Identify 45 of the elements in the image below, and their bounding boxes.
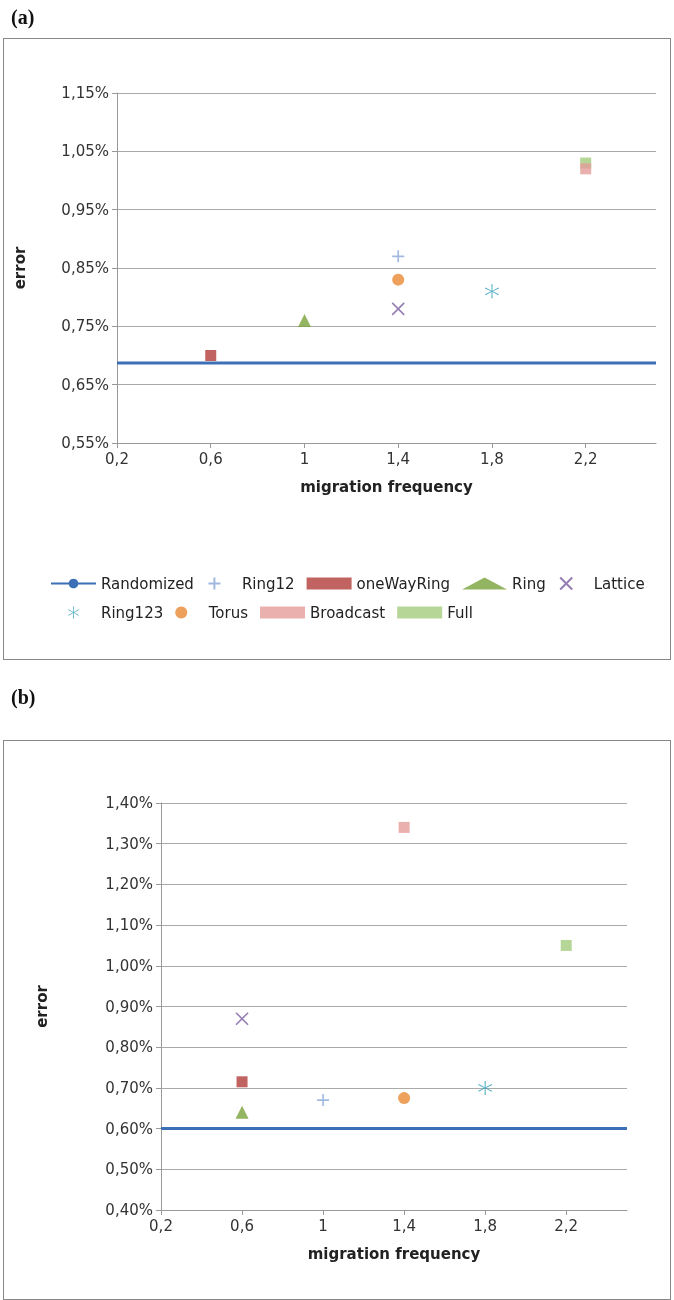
y-tick-label: 0,90%: [105, 997, 153, 1016]
y-tick-label: 1,30%: [105, 834, 153, 853]
legend-label: Ring12: [241, 574, 295, 593]
x-tick-label: 1: [299, 449, 310, 468]
y-tick-label: 0,75%: [61, 317, 109, 336]
x-axis-title: migration frequency: [307, 1244, 481, 1263]
y-tick-label: 1,40%: [105, 794, 153, 812]
x-tick-label: 0,6: [198, 449, 223, 468]
x-tick-label: 2,2: [573, 449, 598, 468]
legend-label: Broadcast: [310, 603, 386, 622]
x-tick-label: 1: [318, 1216, 328, 1235]
x-axis-title: migration frequency: [300, 477, 474, 496]
y-tick-label: 1,20%: [105, 875, 153, 894]
legend-label: Torus: [207, 603, 249, 622]
y-tick-label: 1,15%: [61, 84, 109, 102]
y-tick-label: 0,55%: [61, 434, 109, 452]
y-tick-label: 0,70%: [105, 1078, 153, 1097]
x-tick-label: 1,4: [386, 449, 411, 468]
y-tick-label: 0,60%: [105, 1119, 153, 1138]
y-axis-title: error: [32, 984, 51, 1028]
y-tick-label: 0,65%: [61, 375, 109, 394]
x-tick-label: 1,8: [480, 449, 504, 468]
x-tick-label: 1,4: [392, 1216, 417, 1235]
y-tick-label: 1,10%: [105, 916, 153, 935]
legend-label: Ring: [512, 574, 546, 593]
legend-label: Lattice: [593, 574, 645, 593]
legend-label: Full: [447, 603, 473, 622]
x-tick-label: 0,6: [230, 1216, 254, 1235]
y-tick-label: 1,00%: [105, 956, 153, 975]
y-axis-title: error: [10, 246, 29, 290]
x-tick-label: 1,8: [473, 1216, 498, 1235]
chart-title: (a): [11, 6, 35, 29]
y-tick-label: 0,80%: [105, 1038, 153, 1057]
y-tick-label: 0,95%: [61, 200, 109, 219]
y-tick-label: 1,05%: [61, 142, 109, 161]
chart-title: (b): [11, 686, 36, 709]
y-tick-label: 0,40%: [105, 1201, 153, 1219]
y-tick-label: 0,50%: [105, 1160, 153, 1179]
x-tick-label: 2,2: [554, 1216, 579, 1235]
legend-label: Randomized: [101, 574, 194, 593]
x-tick-label: 0,2: [149, 1216, 173, 1235]
legend-label: oneWayRing: [356, 574, 451, 593]
x-tick-label: 0,2: [105, 449, 129, 468]
legend-label: Ring123: [101, 603, 164, 622]
y-tick-label: 0,85%: [61, 259, 109, 277]
